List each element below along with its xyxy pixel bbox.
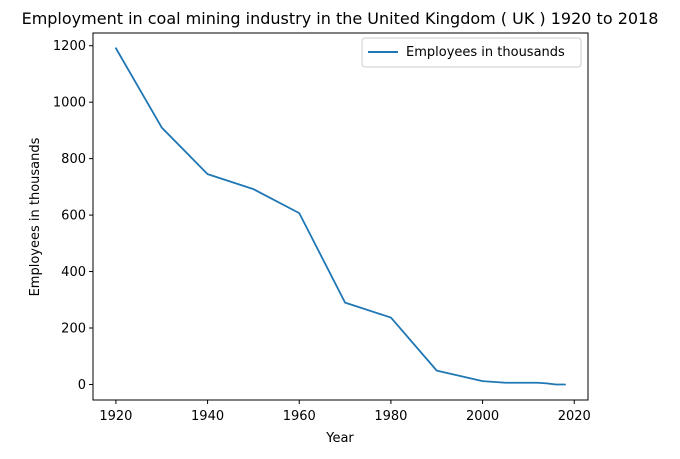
y-tick-label: 1200 xyxy=(53,39,86,54)
x-axis-label: Year xyxy=(325,431,354,446)
series-layer xyxy=(115,47,566,386)
x-tick-label: 1920 xyxy=(99,409,132,424)
y-axis-label: Employees in thousands xyxy=(28,137,43,296)
legend: Employees in thousands xyxy=(361,37,582,68)
legend-box xyxy=(361,37,582,68)
y-tick-label: 0 xyxy=(78,378,86,393)
y-tick-label: 800 xyxy=(61,152,86,167)
y-tick-label: 200 xyxy=(61,322,86,337)
x-tick-label: 1960 xyxy=(283,409,316,424)
series-line-employees xyxy=(115,47,566,386)
plot-area-frame xyxy=(92,32,589,401)
y-tick-label: 400 xyxy=(61,265,86,280)
y-tick-label: 600 xyxy=(61,209,86,224)
legend-entry-label: Employees in thousands xyxy=(406,45,565,60)
y-tick-label: 1000 xyxy=(53,96,86,111)
x-axis-ticks: 1920 1940 1960 1980 2000 2020 xyxy=(99,400,591,424)
chart-title: Employment in coal mining industry in th… xyxy=(22,9,659,28)
x-tick-label: 2000 xyxy=(466,409,499,424)
x-tick-label: 2020 xyxy=(558,409,591,424)
x-tick-label: 1940 xyxy=(191,409,224,424)
y-axis-ticks: 0 200 400 600 800 1000 1200 xyxy=(53,39,93,393)
x-tick-label: 1980 xyxy=(374,409,407,424)
